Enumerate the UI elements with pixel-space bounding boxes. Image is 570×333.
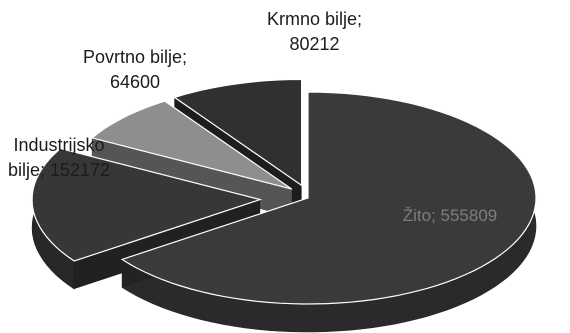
data-label-industrijsko-bilje-line1: Industrijsko bbox=[13, 135, 105, 155]
data-label-krmno-bilje: Krmno bilje; 80212 bbox=[252, 7, 377, 57]
data-label-industrijsko-bilje: Industrijsko bilje; 152172 bbox=[0, 133, 118, 183]
data-label-krmno-bilje-line1: Krmno bilje; bbox=[266, 9, 363, 29]
data-label-industrijsko-bilje-line2: bilje; 152172 bbox=[7, 160, 111, 180]
data-label-povrtno-bilje: Povrtno bilje; 64600 bbox=[62, 45, 208, 95]
pie-slice-tops bbox=[31, 78, 537, 305]
data-label-povrtno-bilje-line2: 64600 bbox=[109, 72, 161, 92]
data-label-krmno-bilje-line2: 80212 bbox=[289, 34, 340, 54]
data-label-zito: Žito; 555809 bbox=[380, 203, 520, 228]
pie-slice-krmno-bilje bbox=[173, 78, 303, 187]
data-label-povrtno-bilje-line1: Povrtno bilje; bbox=[82, 47, 188, 67]
data-label-zito-line1: Žito; 555809 bbox=[402, 206, 498, 225]
pie-slice-povrtno-bilje bbox=[90, 100, 293, 190]
pie-slice-industrijsko-bilje bbox=[31, 147, 263, 262]
pie-slice-zito bbox=[120, 91, 537, 305]
